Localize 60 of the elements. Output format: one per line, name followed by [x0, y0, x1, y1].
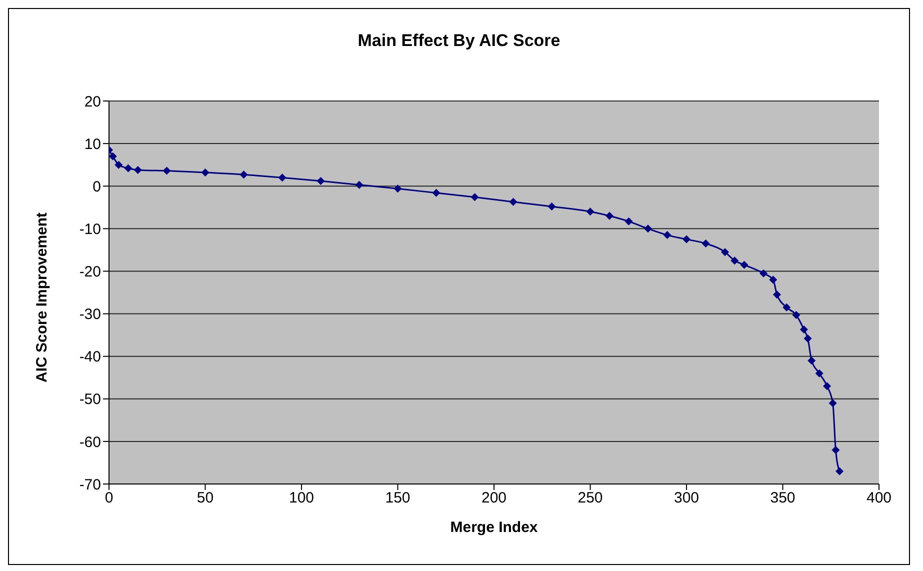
x-tick-label: 300	[674, 490, 700, 507]
chart-title: Main Effect By AIC Score	[356, 31, 562, 51]
point	[730, 256, 739, 265]
y-tick-label: 0	[92, 178, 101, 196]
point	[278, 174, 286, 182]
x-tick-label: 200	[481, 490, 507, 507]
point	[721, 248, 729, 256]
point	[815, 369, 824, 378]
point	[740, 260, 748, 269]
point	[355, 180, 364, 189]
point	[832, 446, 840, 454]
y-tick-label: -10	[79, 220, 101, 238]
y-tick-label: -70	[79, 476, 101, 494]
point	[828, 399, 837, 408]
point	[800, 326, 808, 334]
point	[644, 224, 652, 233]
point	[760, 269, 768, 278]
x-tick-label: 50	[196, 490, 214, 507]
point	[134, 166, 142, 174]
point	[702, 240, 710, 248]
point	[792, 311, 800, 320]
x-axis-title: Merge Index	[450, 519, 538, 536]
x-tick-label: 350	[770, 490, 796, 507]
y-axis-title: AIC Score Improvement	[33, 212, 50, 382]
y-tick-label: 20	[84, 93, 101, 110]
point	[606, 212, 614, 220]
point	[240, 170, 248, 179]
x-tick-label: 250	[578, 490, 603, 507]
point	[124, 164, 132, 172]
point	[432, 188, 440, 197]
point	[823, 382, 832, 390]
point	[114, 160, 123, 169]
point	[548, 202, 556, 211]
point	[109, 152, 117, 160]
point	[804, 334, 812, 342]
x-tick-label: 0	[104, 490, 114, 507]
y-tick-label: -60	[79, 434, 101, 451]
point	[663, 231, 672, 240]
y-tick-label: -30	[79, 306, 101, 324]
y-tick-label: -40	[79, 348, 101, 366]
x-tick-label: 100	[288, 490, 314, 507]
point	[836, 467, 844, 476]
point	[162, 166, 171, 175]
point	[782, 303, 791, 312]
x-tick-label: 150	[385, 490, 410, 507]
point	[470, 193, 479, 202]
point	[769, 276, 778, 284]
point	[682, 235, 690, 244]
y-tick-label: 10	[84, 136, 101, 153]
point	[808, 356, 816, 365]
point	[201, 168, 210, 176]
y-tick-label: -20	[79, 264, 101, 281]
point	[316, 177, 325, 186]
point	[509, 198, 518, 206]
point	[624, 217, 633, 226]
point	[772, 290, 781, 299]
y-tick-label: -50	[79, 391, 101, 408]
x-tick-label: 400	[866, 490, 892, 507]
point	[394, 184, 402, 193]
point	[586, 208, 594, 216]
